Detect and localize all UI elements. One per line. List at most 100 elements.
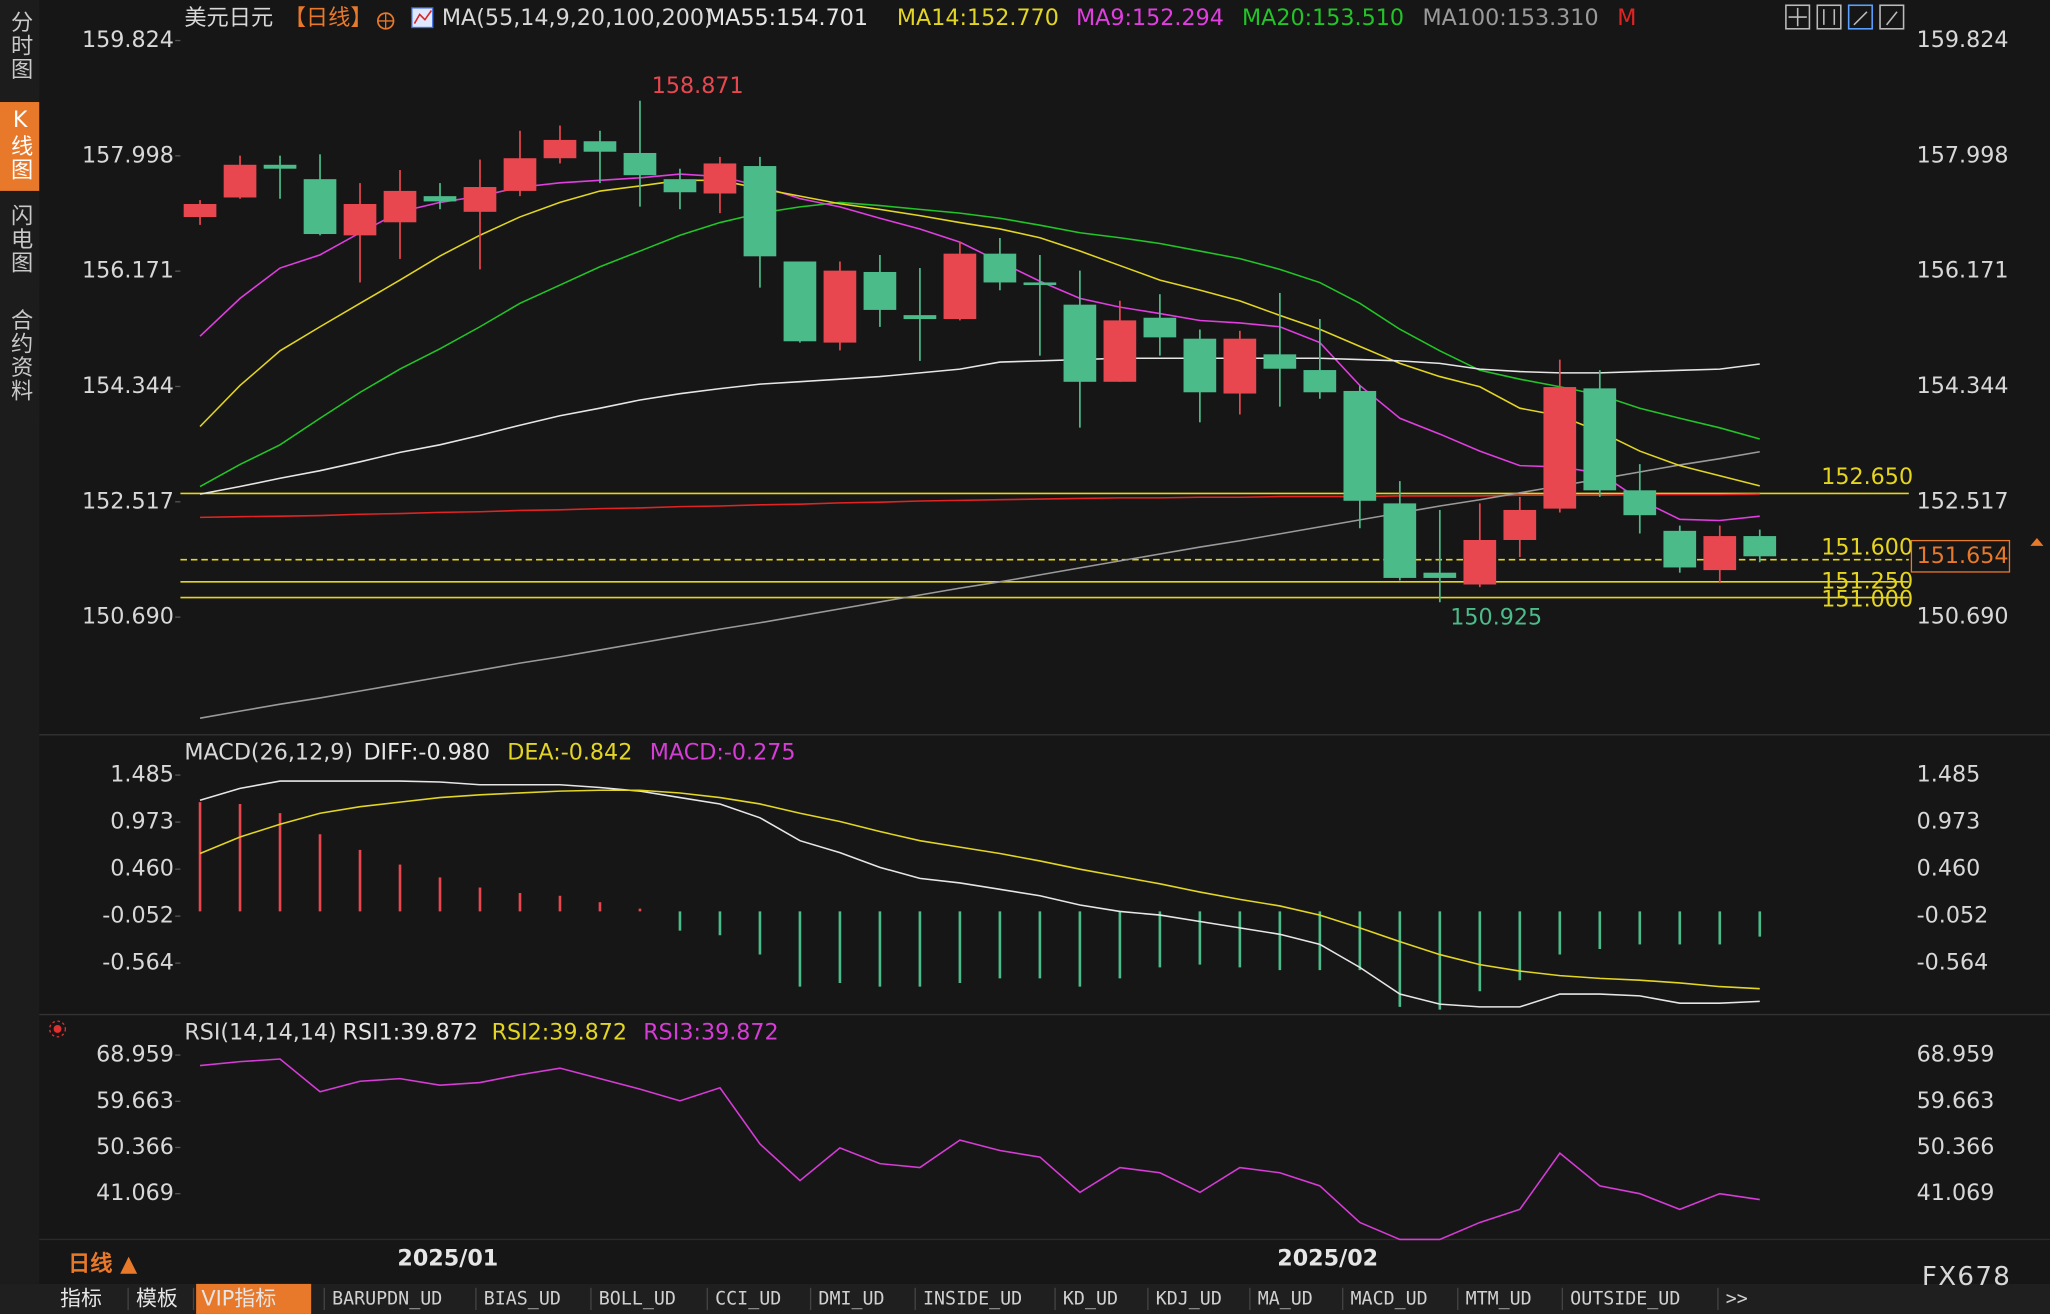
candle-body: [783, 261, 817, 342]
toolbar-item[interactable]: >>: [1726, 1289, 1748, 1310]
candle-body: [1103, 320, 1137, 382]
y-tick-label-left: 150.690: [82, 604, 174, 630]
candle-body: [1223, 338, 1257, 394]
candle-body: [1143, 317, 1177, 338]
y-tick-label-left: -0.564: [102, 950, 174, 976]
indicator-icon-glyph: [413, 10, 433, 24]
candle-body: [183, 203, 217, 218]
candle-body: [863, 271, 897, 310]
period-label[interactable]: 【日线】: [284, 5, 373, 31]
toolbar-item[interactable]: DMI_UD: [818, 1289, 884, 1310]
candle-body: [663, 179, 697, 193]
toolbar-item[interactable]: OUTSIDE_UD: [1570, 1289, 1680, 1310]
toolbar-item[interactable]: BOLL_UD: [599, 1289, 676, 1310]
tab-bg[interactable]: [0, 303, 40, 422]
candle-body: [1343, 390, 1377, 501]
legend-entry: DIFF:-0.980: [363, 740, 490, 766]
y-tick-label-left: 159.824: [82, 27, 174, 53]
candle-body: [1623, 490, 1657, 516]
macd-title: MACD(26,12,9): [184, 740, 353, 766]
toolbar-item[interactable]: BIAS_UD: [484, 1289, 561, 1310]
candle-body: [383, 190, 417, 223]
candle-body: [743, 166, 777, 257]
candle-body: [623, 152, 657, 176]
candle-body: [1383, 503, 1417, 578]
y-tick-label-right: 41.069: [1917, 1180, 1995, 1206]
side-tab[interactable]: 闪电图: [7, 204, 33, 275]
indicator-params: MA(55,14,9,20,100,200): [442, 5, 713, 31]
x-tick-label: 2025/01: [397, 1246, 498, 1272]
price-level-label: 151.000: [1821, 587, 1913, 613]
legend-entry: MACD:-0.275: [650, 740, 796, 766]
y-tick-label-right: 59.663: [1917, 1088, 1995, 1114]
y-tick-label-right: 159.824: [1917, 27, 2009, 53]
add-icon[interactable]: [376, 12, 395, 30]
crosshair-icon[interactable]: [49, 1020, 67, 1038]
toolbar-item[interactable]: 指标: [60, 1287, 102, 1311]
toolbar-active-bg[interactable]: [196, 1283, 312, 1314]
y-tick-label-left: 68.959: [96, 1042, 174, 1068]
ma-line: [199, 201, 1760, 488]
side-tab[interactable]: 分时图: [7, 10, 33, 81]
toolbar-item[interactable]: MACD_UD: [1351, 1289, 1428, 1310]
legend-entry: DEA:-0.842: [507, 740, 632, 766]
symbol-title: 美元日元: [184, 5, 273, 31]
y-tick-label-left: 0.460: [110, 856, 174, 882]
legend-entry: MA14:152.770: [897, 5, 1059, 31]
toolbar: [0, 1283, 2050, 1314]
legend-entry: RSI2:39.872: [492, 1019, 627, 1045]
toolbar-item[interactable]: MTM_UD: [1466, 1289, 1532, 1310]
plot: 159.824 159.824 157.998 157.998 156.171 156.1…: [82, 5, 2044, 1272]
candle-body: [1583, 388, 1617, 491]
macd-line: [199, 789, 1760, 990]
toolbar-item[interactable]: VIP指标: [201, 1287, 276, 1311]
tab-bg[interactable]: [0, 102, 40, 191]
candle-body: [1463, 539, 1497, 585]
candle-body: [463, 187, 497, 212]
last-price-box: [1910, 539, 2011, 573]
last-price-arrow: [2030, 537, 2044, 546]
timeframe-switch[interactable]: 日线 ▲: [68, 1250, 138, 1277]
price-level-label: 152.650: [1821, 464, 1913, 490]
y-tick-label-right: 0.973: [1917, 809, 1981, 835]
legend-entry: RSI1:39.872: [343, 1019, 478, 1045]
y-tick-label-left: -0.052: [102, 903, 174, 929]
tab-bg[interactable]: [0, 5, 40, 95]
candle-body: [543, 139, 577, 159]
side-tab[interactable]: 合约资料: [7, 308, 33, 403]
candle-body: [903, 315, 937, 320]
y-tick-label-left: 50.366: [96, 1134, 174, 1160]
toolbar-item[interactable]: CCI_UD: [715, 1289, 781, 1310]
candle-body: [983, 253, 1017, 283]
window-icons[interactable]: [1785, 4, 1905, 30]
candle-body: [1183, 338, 1217, 393]
legend-entry: MA55:154.701: [706, 5, 868, 31]
toolbar-item[interactable]: KD_UD: [1063, 1289, 1118, 1310]
candle-body: [1743, 536, 1777, 557]
candle-body: [1263, 354, 1297, 369]
y-tick-label-left: 157.998: [82, 142, 174, 168]
y-tick-label-right: 156.171: [1917, 258, 2009, 284]
ma-line: [199, 450, 1760, 719]
candle-body: [943, 253, 977, 320]
toolbar-item[interactable]: 模板: [136, 1287, 178, 1311]
y-tick-label-left: 41.069: [96, 1180, 174, 1206]
legend-entry: MA9:152.294: [1076, 5, 1224, 31]
toolbar-item[interactable]: KDJ_UD: [1156, 1289, 1222, 1310]
y-tick-label-right: -0.052: [1917, 903, 1989, 929]
legend-entry: MA20:153.510: [1242, 5, 1404, 31]
tab-bg[interactable]: [0, 198, 40, 293]
candle-body: [1543, 387, 1577, 509]
y-tick-label-left: 59.663: [96, 1088, 174, 1114]
toolbar-items: 指标 模板 VIP指标 BARUPDN_UD BIAS_UD BOLL_UD CCI_UD D…: [60, 1283, 1748, 1314]
candle-body: [583, 141, 617, 152]
toolbar-item[interactable]: MA_UD: [1258, 1289, 1313, 1310]
toolbar-item[interactable]: BARUPDN_UD: [332, 1289, 442, 1310]
rsi-line: [199, 1058, 1760, 1241]
side-tab[interactable]: K线图: [7, 107, 33, 181]
toolbar-item[interactable]: INSIDE_UD: [923, 1289, 1022, 1310]
high-annotation: 158.871: [652, 73, 744, 99]
y-tick-label-right: 50.366: [1917, 1134, 1995, 1160]
